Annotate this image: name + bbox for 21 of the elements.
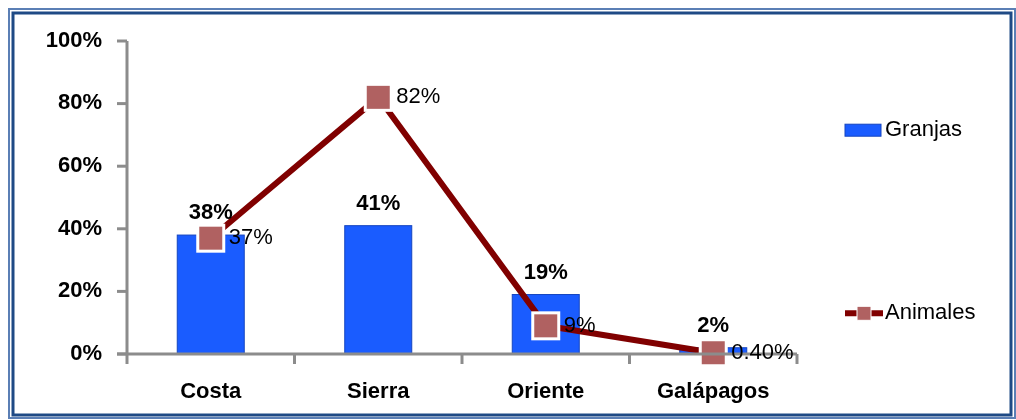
data-label: 38% [188, 199, 233, 225]
x-tick-label: Sierra [347, 378, 411, 403]
x-tick-label: Oriente [507, 378, 585, 403]
y-tick-label: 20% [57, 277, 102, 303]
x-tick-label: Costa [180, 378, 243, 403]
y-tick-label: 40% [57, 214, 102, 240]
y-tick-label: 100% [45, 26, 102, 52]
data-label: 9% [563, 311, 596, 337]
data-label: 37% [228, 224, 273, 249]
data-label: 82% [396, 83, 441, 109]
y-tick-label: 80% [57, 89, 102, 115]
y-tick-label: 0% [70, 339, 102, 365]
data-label: 41% [356, 189, 401, 215]
data-label: 2% [697, 311, 730, 337]
y-tick-label: 60% [57, 152, 102, 178]
bar [344, 225, 413, 355]
x-tick-label: Galápagos [657, 378, 770, 403]
legend-label: Animales [885, 299, 976, 325]
legend-label: Granjas [885, 116, 963, 142]
data-label: 19% [523, 258, 568, 284]
data-label: 0.40% [731, 338, 794, 364]
